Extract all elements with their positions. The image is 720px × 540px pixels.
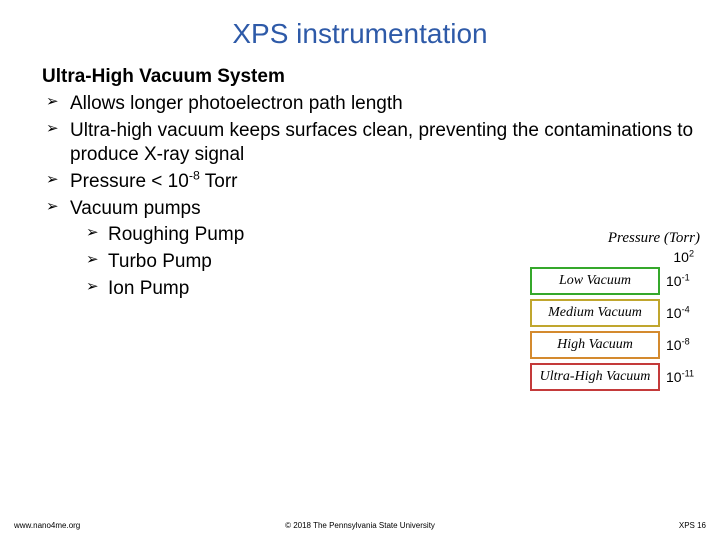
vacuum-level-box: Medium Vacuum	[530, 299, 660, 327]
pressure-header: Pressure (Torr)	[496, 230, 704, 247]
section-heading: Ultra-High Vacuum System	[42, 66, 700, 88]
footer-center: © 2018 The Pennsylvania State University	[285, 521, 435, 530]
bullet-text: Pressure < 10	[70, 171, 189, 192]
bullet-item: Ultra-high vacuum keeps surfaces clean, …	[42, 119, 700, 168]
pressure-value: 10-4	[666, 305, 704, 321]
pressure-scale-panel: Pressure (Torr) 102 Low Vacuum 10-1 Medium…	[496, 230, 704, 395]
vacuum-level-box: High Vacuum	[530, 331, 660, 359]
pressure-row: High Vacuum 10-8	[496, 331, 704, 359]
pressure-value: 102	[496, 249, 704, 265]
vacuum-level-box: Ultra-High Vacuum	[530, 363, 660, 391]
val-base: 10	[673, 249, 689, 265]
bullet-item: Allows longer photoelectron path length	[42, 92, 700, 117]
pressure-value: 10-8	[666, 337, 704, 353]
pressure-value: 10-11	[666, 369, 704, 385]
bullet-item: Vacuum pumps	[42, 197, 700, 222]
exponent: -8	[189, 169, 200, 183]
footer-right: XPS 16	[679, 521, 706, 530]
pressure-row: Medium Vacuum 10-4	[496, 299, 704, 327]
slide-footer: www.nano4me.org © 2018 The Pennsylvania …	[0, 521, 720, 530]
bullet-item: Pressure < 10-8 Torr	[42, 170, 700, 195]
pressure-value: 10-1	[666, 273, 704, 289]
vacuum-level-box: Low Vacuum	[530, 267, 660, 295]
pressure-row: Low Vacuum 10-1	[496, 267, 704, 295]
bullet-text: Torr	[200, 171, 238, 192]
footer-left: www.nano4me.org	[14, 521, 80, 530]
pressure-row: Ultra-High Vacuum 10-11	[496, 363, 704, 391]
val-exp: 2	[689, 248, 694, 258]
page-title: XPS instrumentation	[0, 0, 720, 66]
